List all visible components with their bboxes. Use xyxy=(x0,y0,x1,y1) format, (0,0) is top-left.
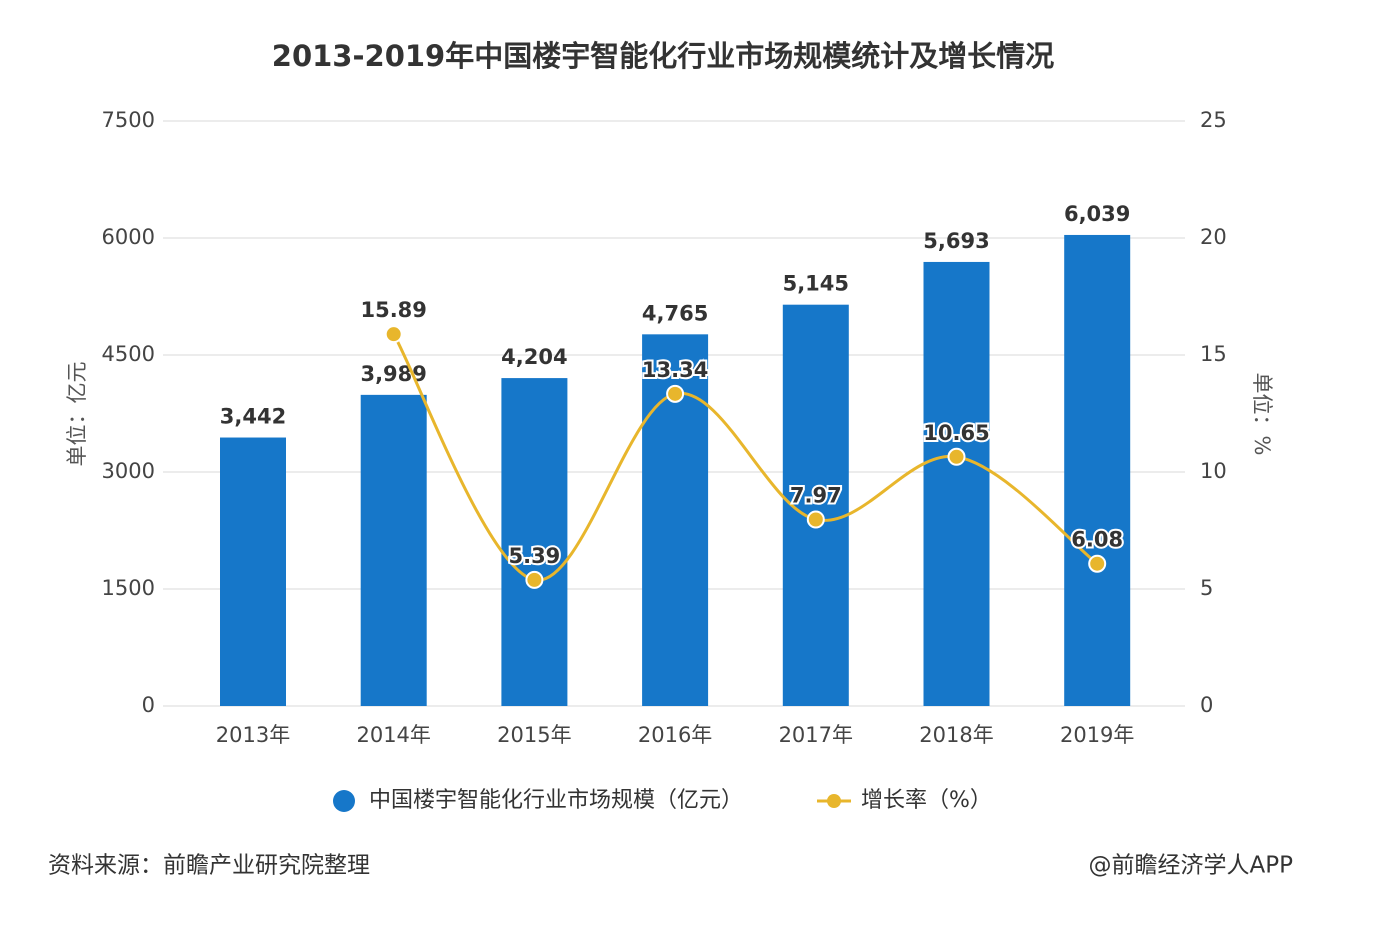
source-note: 资料来源：前瞻产业研究院整理 xyxy=(48,853,370,879)
right-axis-ticks: 0 5 10 15 20 25 xyxy=(1200,108,1227,717)
x-axis-ticks: 2013年 2014年 2015年 2016年 2017年 2018年 2019年 xyxy=(216,723,1135,747)
legend-line-label: 增长率（%） xyxy=(861,788,992,813)
chart-title: 2013-2019年中国楼宇智能化行业市场规模统计及增长情况 xyxy=(272,39,1054,73)
left-axis-ticks: 0 1500 3000 4500 6000 7500 xyxy=(102,108,155,717)
growth-point xyxy=(525,570,544,589)
legend-bar-marker xyxy=(333,790,355,812)
growth-point xyxy=(947,447,966,466)
right-axis-label: 单位：% xyxy=(1250,373,1274,456)
x-tick-label: 2014年 xyxy=(356,723,430,747)
growth-point xyxy=(666,384,685,403)
growth-value-label: 7.97 xyxy=(790,484,842,508)
x-tick-label: 2015年 xyxy=(497,723,571,747)
bar xyxy=(360,394,427,706)
right-tick-label: 20 xyxy=(1200,225,1227,249)
left-tick-label: 4500 xyxy=(102,342,155,366)
bar-value-label: 4,204 xyxy=(501,345,567,369)
x-tick-label: 2017年 xyxy=(779,723,853,747)
growth-value-label: 6.08 xyxy=(1071,528,1123,552)
bar-value-label: 6,039 xyxy=(1064,202,1130,226)
bar xyxy=(923,261,990,706)
growth-line-path xyxy=(392,333,1099,582)
growth-point xyxy=(806,510,825,529)
bar xyxy=(501,378,568,706)
bar-value-label: 4,765 xyxy=(642,301,708,325)
right-tick-label: 10 xyxy=(1200,459,1227,483)
bar xyxy=(220,437,286,706)
growth-value-label: 13.34 xyxy=(642,358,708,382)
x-tick-label: 2016年 xyxy=(638,723,712,747)
x-tick-label: 2019年 xyxy=(1060,723,1134,747)
growth-value-label: 10.65 xyxy=(923,421,989,445)
growth-value-label: 5.39 xyxy=(508,544,560,568)
x-tick-label: 2018年 xyxy=(919,723,993,747)
left-tick-label: 1500 xyxy=(102,576,155,600)
right-tick-label: 0 xyxy=(1200,693,1213,717)
bar-value-label: 5,693 xyxy=(923,229,989,253)
right-tick-label: 5 xyxy=(1200,576,1213,600)
left-tick-label: 7500 xyxy=(102,108,155,132)
right-tick-label: 25 xyxy=(1200,108,1227,132)
bar-value-label: 3,442 xyxy=(220,405,286,429)
legend-bar-label: 中国楼宇智能化行业市场规模（亿元） xyxy=(369,788,743,813)
left-tick-label: 3000 xyxy=(102,459,155,483)
legend-line-marker xyxy=(827,794,841,808)
credit-note: @前瞻经济学人APP xyxy=(1089,853,1294,879)
growth-line: 15.89 5.39 13.34 7.97 10.65 6.08 xyxy=(358,296,1125,589)
left-axis-label: 单位：亿元 xyxy=(65,362,89,467)
growth-value-label: 15.89 xyxy=(360,298,426,322)
x-tick-label: 2013年 xyxy=(216,723,290,747)
growth-point xyxy=(1088,554,1107,573)
bar-value-label: 5,145 xyxy=(783,272,849,296)
left-tick-label: 0 xyxy=(142,693,155,717)
growth-point xyxy=(384,325,403,344)
legend: 中国楼宇智能化行业市场规模（亿元） 增长率（%） xyxy=(333,788,992,813)
right-tick-label: 15 xyxy=(1200,342,1227,366)
bar xyxy=(1064,234,1131,706)
left-tick-label: 6000 xyxy=(102,225,155,249)
